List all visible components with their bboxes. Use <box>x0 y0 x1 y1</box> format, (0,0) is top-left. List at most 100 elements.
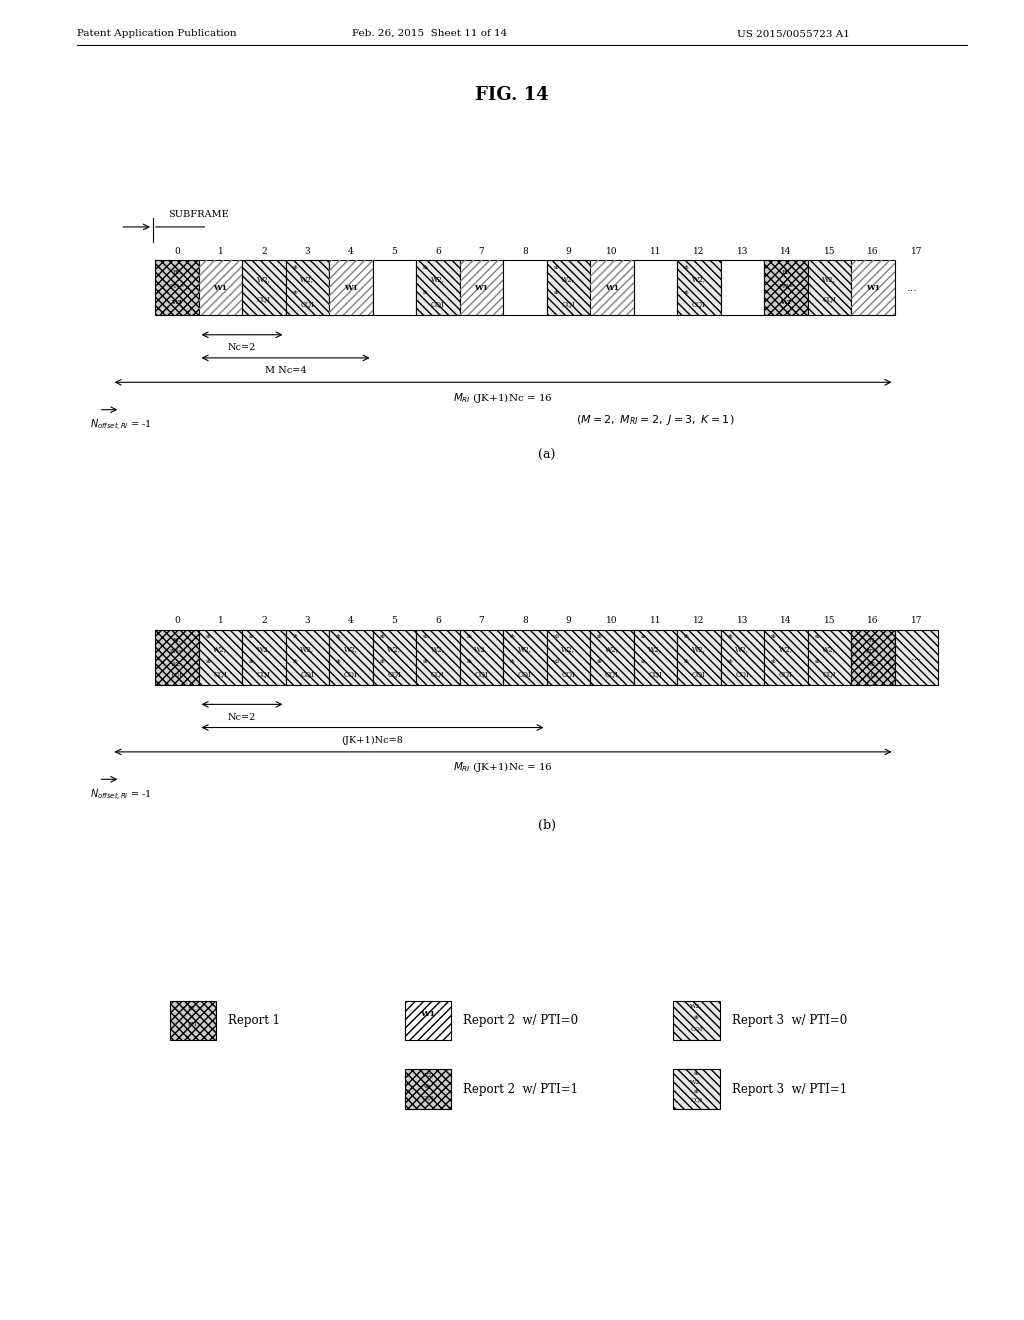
Text: 2: 2 <box>261 616 266 626</box>
Text: CQI: CQI <box>213 671 227 678</box>
Bar <box>404 1001 451 1040</box>
Bar <box>547 260 590 315</box>
Text: US 2015/0055723 A1: US 2015/0055723 A1 <box>737 29 850 38</box>
Text: CQI: CQI <box>300 671 314 678</box>
Bar <box>721 630 764 685</box>
Bar <box>416 630 460 685</box>
Bar <box>851 630 895 685</box>
Text: 15: 15 <box>823 247 836 256</box>
Bar <box>721 260 764 315</box>
Text: wb: wb <box>553 660 560 664</box>
Bar <box>851 260 895 315</box>
Text: sb: sb <box>727 660 733 664</box>
Bar <box>286 260 329 315</box>
Text: PTI=: PTI= <box>866 649 880 655</box>
Text: sb: sb <box>293 660 298 664</box>
Bar <box>242 260 286 315</box>
Bar <box>851 260 895 315</box>
Text: sb: sb <box>640 660 646 664</box>
Text: W2,: W2, <box>213 645 227 653</box>
Text: sb: sb <box>814 660 820 664</box>
Text: CQI: CQI <box>474 671 488 678</box>
Text: RI,: RI, <box>172 638 181 643</box>
Bar <box>808 260 851 315</box>
Bar <box>674 1069 720 1109</box>
Text: sb: sb <box>466 660 472 664</box>
Bar <box>199 260 242 315</box>
Text: sb: sb <box>684 290 689 294</box>
Text: 16: 16 <box>867 247 879 256</box>
Bar <box>808 630 851 685</box>
Text: W2,: W2, <box>690 1003 702 1008</box>
Text: W1: W1 <box>420 1010 435 1018</box>
Text: CQI: CQI <box>605 671 618 678</box>
Bar <box>199 260 242 315</box>
Text: RI,: RI, <box>868 638 878 643</box>
Text: W1: W1 <box>605 284 618 292</box>
Bar <box>373 260 416 315</box>
Bar <box>634 630 677 685</box>
Bar <box>674 1001 720 1040</box>
Text: sb: sb <box>206 660 211 664</box>
Text: sb: sb <box>423 264 428 269</box>
Bar <box>895 630 938 685</box>
Text: Nc=2: Nc=2 <box>228 713 256 722</box>
Text: W2,: W2, <box>561 276 575 284</box>
Text: 16: 16 <box>867 616 879 626</box>
Text: 3: 3 <box>304 616 310 626</box>
Bar <box>677 630 721 685</box>
Text: W2,: W2, <box>422 1072 434 1077</box>
Bar <box>329 260 373 315</box>
Text: sb: sb <box>771 660 776 664</box>
Text: Report 2  w/ PTI=1: Report 2 w/ PTI=1 <box>464 1082 579 1096</box>
Text: CQI: CQI <box>648 671 663 678</box>
Text: sb: sb <box>684 634 689 639</box>
Bar <box>674 1069 720 1109</box>
Bar <box>590 260 634 315</box>
Text: CQI: CQI <box>561 301 575 309</box>
Text: 10: 10 <box>606 247 617 256</box>
Text: W1: W1 <box>171 300 182 305</box>
Text: sb: sb <box>249 660 254 664</box>
Text: sb: sb <box>553 264 559 269</box>
Text: 2: 2 <box>261 247 266 256</box>
Text: sb: sb <box>727 634 733 639</box>
Bar <box>590 260 634 315</box>
Text: CQI: CQI <box>867 672 879 677</box>
Text: sb: sb <box>693 1089 699 1094</box>
Text: 4: 4 <box>348 616 353 626</box>
Text: CQI: CQI <box>422 1096 434 1100</box>
Text: W2,: W2, <box>692 645 706 653</box>
Text: W2,: W2, <box>822 645 837 653</box>
Text: W1: W1 <box>213 284 227 292</box>
Text: W2,: W2, <box>648 645 663 653</box>
Text: sb: sb <box>206 634 211 639</box>
Bar <box>547 260 590 315</box>
Text: W1: W1 <box>865 284 880 292</box>
Bar <box>460 630 503 685</box>
Text: W2,: W2, <box>518 645 531 653</box>
Bar <box>242 260 286 315</box>
Text: 17: 17 <box>910 247 922 256</box>
Text: W2,: W2, <box>257 645 270 653</box>
Bar <box>677 260 721 315</box>
Bar <box>416 630 460 685</box>
Text: CQI: CQI <box>431 301 444 309</box>
Bar <box>547 630 590 685</box>
Text: Feb. 26, 2015  Sheet 11 of 14: Feb. 26, 2015 Sheet 11 of 14 <box>352 29 508 38</box>
Text: Report 3  w/ PTI=0: Report 3 w/ PTI=0 <box>732 1014 848 1027</box>
Bar <box>286 260 329 315</box>
Text: CQI: CQI <box>822 294 837 302</box>
Text: FIG. 14: FIG. 14 <box>475 86 549 104</box>
Bar <box>170 1001 216 1040</box>
Text: sb: sb <box>693 1071 699 1076</box>
Bar <box>764 260 808 315</box>
Text: CQI: CQI <box>257 294 270 302</box>
Text: $M_{RI}$ (JK+1)Nc = 16: $M_{RI}$ (JK+1)Nc = 16 <box>454 391 553 405</box>
Text: sb: sb <box>423 634 428 639</box>
Text: RI,: RI, <box>188 1006 198 1011</box>
Bar <box>460 260 503 315</box>
Bar <box>286 630 329 685</box>
Text: RI,: RI, <box>172 271 181 275</box>
Text: 0: 0 <box>174 247 180 256</box>
